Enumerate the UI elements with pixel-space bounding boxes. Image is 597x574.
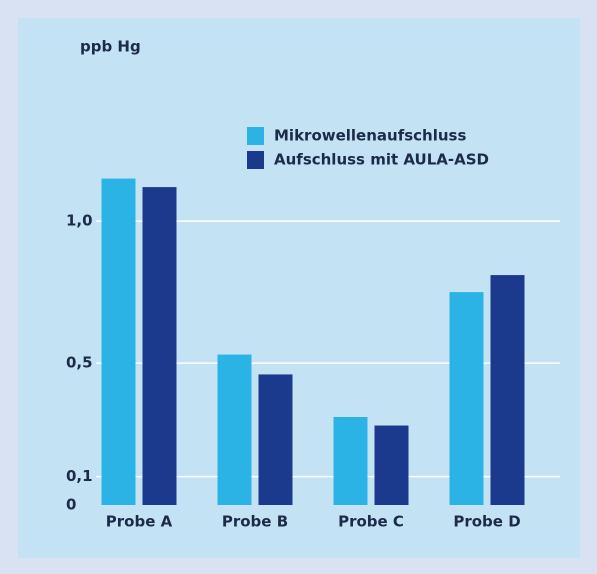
legend-swatch <box>247 127 264 145</box>
x-tick-label: Probe C <box>338 513 404 531</box>
y-tick-label: 1,0 <box>66 212 93 230</box>
bar <box>333 417 368 505</box>
bar <box>449 292 484 505</box>
legend-label: Mikrowellenaufschluss <box>274 127 466 145</box>
bar <box>490 275 525 505</box>
bar <box>374 425 409 505</box>
legend-label: Aufschluss mit AULA-ASD <box>274 151 489 169</box>
bar <box>217 354 252 505</box>
x-tick-label: Probe B <box>222 513 288 531</box>
legend-swatch <box>247 151 264 169</box>
y-tick-label: 0,1 <box>66 467 93 485</box>
bar <box>101 178 136 506</box>
x-tick-label: Probe A <box>106 513 173 531</box>
x-tick-label: Probe D <box>453 513 520 531</box>
y-axis-label: ppb Hg <box>80 38 141 56</box>
y-tick-label: 0 <box>66 496 76 514</box>
y-tick-label: 0,5 <box>66 354 93 372</box>
bar <box>258 374 293 505</box>
bar <box>142 187 177 506</box>
